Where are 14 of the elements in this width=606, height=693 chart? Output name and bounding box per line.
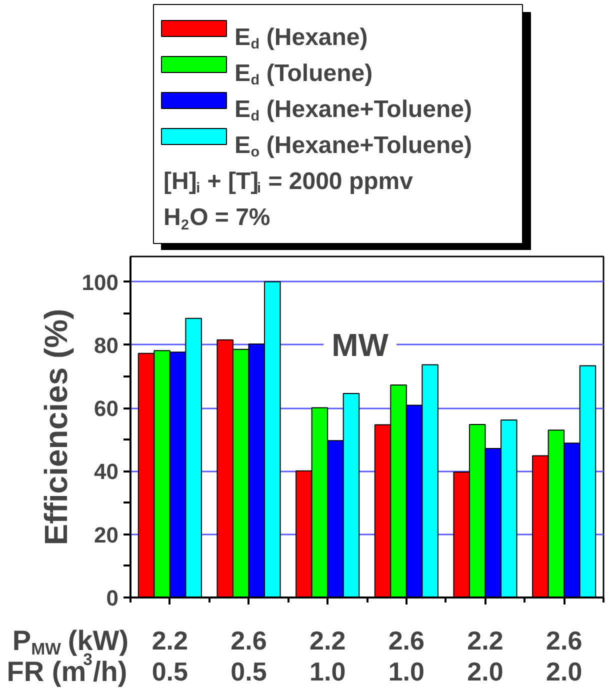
y-tick-label: 100	[82, 270, 119, 295]
x-tick-label: 2.2 0.5	[152, 626, 188, 686]
x-tick-label: 2.2 1.0	[310, 626, 346, 686]
x-tick-label: 2.6 2.0	[546, 626, 582, 686]
y-axis-title: Efficiencies (%)	[38, 308, 74, 546]
x-tick-label: 2.6 1.0	[388, 626, 424, 686]
x-tick-label: 2.2 2.0	[467, 626, 504, 686]
y-tick-label: 20	[94, 522, 119, 548]
y-tick-label: 0	[106, 586, 119, 610]
y-tick-label: 60	[94, 396, 119, 422]
y-tick-label: 80	[94, 332, 119, 358]
y-tick-label: 40	[94, 459, 119, 484]
x-tick-label: 2.6 0.5	[230, 626, 267, 686]
annotation: MW	[332, 327, 390, 364]
